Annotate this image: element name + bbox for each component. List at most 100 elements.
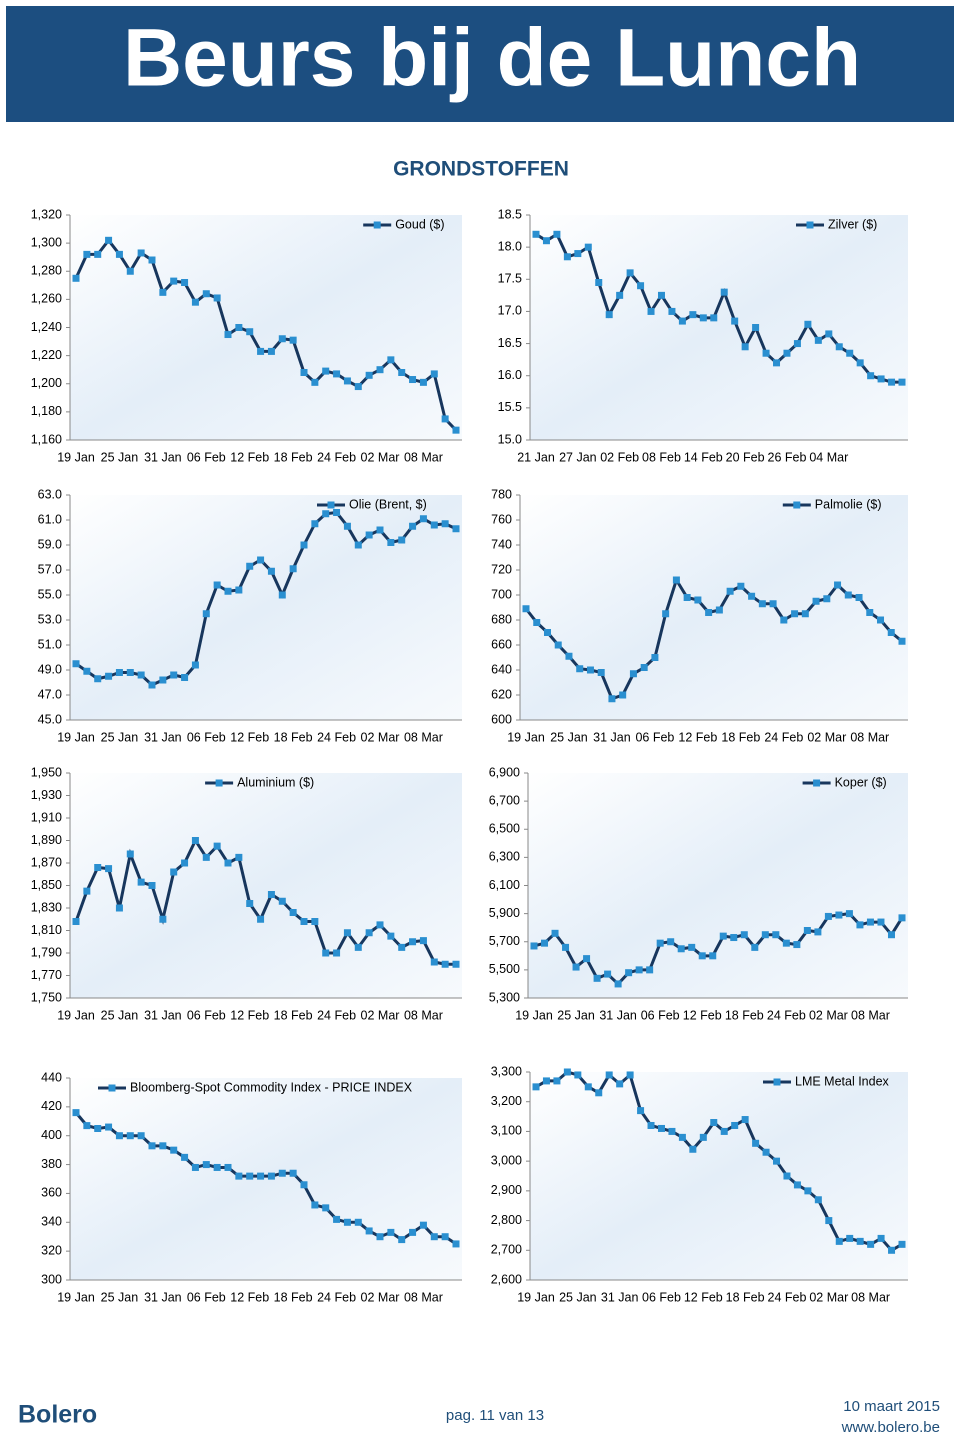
marker bbox=[656, 939, 664, 947]
marker bbox=[224, 331, 232, 339]
x-tick-label: 02 Feb bbox=[600, 450, 639, 464]
marker bbox=[667, 938, 675, 946]
marker bbox=[257, 915, 265, 923]
y-tick-label: 5,300 bbox=[489, 990, 520, 1004]
x-tick-label: 06 Feb bbox=[642, 1290, 681, 1304]
marker bbox=[213, 842, 221, 850]
x-tick-label: 08 Mar bbox=[404, 450, 443, 464]
y-tick-label: 700 bbox=[491, 587, 512, 601]
marker bbox=[94, 250, 102, 258]
x-tick-label: 24 Feb bbox=[317, 1290, 356, 1304]
marker bbox=[720, 1127, 728, 1135]
legend-label: LME Metal Index bbox=[795, 1074, 890, 1088]
y-tick-label: 600 bbox=[491, 712, 512, 726]
marker bbox=[148, 681, 156, 689]
marker bbox=[409, 1228, 417, 1236]
plot-background bbox=[520, 495, 908, 720]
marker bbox=[542, 237, 550, 245]
legend-label: Koper ($) bbox=[835, 775, 887, 789]
y-tick-label: 6,700 bbox=[489, 793, 520, 807]
marker bbox=[387, 356, 395, 364]
x-tick-label: 25 Jan bbox=[559, 1290, 597, 1304]
marker bbox=[387, 1228, 395, 1236]
y-tick-label: 3,300 bbox=[491, 1064, 522, 1078]
y-tick-label: 3,100 bbox=[491, 1124, 522, 1138]
marker bbox=[741, 343, 749, 351]
marker bbox=[856, 359, 864, 367]
marker bbox=[170, 868, 178, 876]
legend-label: Olie (Brent, $) bbox=[349, 497, 427, 511]
marker bbox=[170, 277, 178, 285]
marker bbox=[202, 290, 210, 298]
url[interactable]: www.bolero.be bbox=[841, 1419, 940, 1436]
y-tick-label: 440 bbox=[41, 1070, 62, 1084]
y-tick-label: 49.0 bbox=[38, 662, 62, 676]
marker bbox=[322, 949, 330, 957]
x-tick-label: 06 Feb bbox=[187, 1290, 226, 1304]
marker bbox=[300, 1181, 308, 1189]
marker bbox=[574, 1071, 582, 1079]
legend-label: Aluminium ($) bbox=[237, 775, 314, 789]
marker bbox=[554, 641, 562, 649]
x-tick-label: 02 Mar bbox=[361, 1290, 400, 1304]
section-title: GRONDSTOFFEN bbox=[393, 158, 569, 181]
y-tick-label: 340 bbox=[41, 1215, 62, 1229]
marker bbox=[814, 336, 822, 344]
marker bbox=[257, 1172, 265, 1180]
marker bbox=[354, 1218, 362, 1226]
x-tick-label: 31 Jan bbox=[144, 450, 182, 464]
marker bbox=[159, 676, 167, 684]
marker bbox=[430, 1233, 438, 1241]
marker bbox=[803, 927, 811, 934]
x-tick-label: 25 Jan bbox=[101, 1008, 139, 1022]
x-tick-label: 25 Jan bbox=[557, 1008, 595, 1022]
marker bbox=[522, 605, 530, 613]
legend-marker bbox=[806, 221, 814, 229]
marker bbox=[126, 1132, 134, 1140]
marker bbox=[333, 949, 341, 957]
marker bbox=[94, 864, 102, 871]
x-tick-label: 19 Jan bbox=[57, 1290, 95, 1304]
marker bbox=[452, 960, 460, 968]
marker bbox=[866, 918, 874, 926]
x-tick-label: 08 Feb bbox=[642, 450, 681, 464]
marker bbox=[376, 366, 384, 374]
marker bbox=[635, 966, 643, 974]
y-tick-label: 6,300 bbox=[489, 850, 520, 864]
marker bbox=[311, 1201, 319, 1209]
y-tick-label: 740 bbox=[491, 537, 512, 551]
x-tick-label: 02 Mar bbox=[361, 1008, 400, 1022]
marker bbox=[657, 291, 665, 299]
marker bbox=[677, 945, 685, 953]
y-tick-label: 5,500 bbox=[489, 962, 520, 976]
marker bbox=[278, 1169, 286, 1177]
y-tick-label: 380 bbox=[41, 1157, 62, 1171]
marker bbox=[769, 600, 777, 608]
y-tick-label: 620 bbox=[491, 687, 512, 701]
x-tick-label: 12 Feb bbox=[230, 1008, 269, 1022]
y-tick-label: 15.5 bbox=[498, 400, 522, 414]
marker bbox=[441, 1233, 449, 1241]
marker bbox=[126, 669, 134, 676]
marker bbox=[354, 383, 362, 391]
marker bbox=[398, 943, 406, 951]
marker bbox=[834, 581, 842, 589]
marker bbox=[699, 314, 707, 322]
marker bbox=[824, 912, 832, 920]
y-tick-label: 51.0 bbox=[38, 637, 62, 651]
marker bbox=[246, 1172, 254, 1180]
x-tick-label: 18 Feb bbox=[274, 450, 313, 464]
marker bbox=[804, 1187, 812, 1195]
marker bbox=[678, 317, 686, 325]
legend-marker bbox=[773, 1078, 781, 1086]
y-tick-label: 720 bbox=[491, 562, 512, 576]
x-tick-label: 31 Jan bbox=[144, 1290, 182, 1304]
marker bbox=[845, 910, 853, 918]
x-tick-label: 02 Mar bbox=[809, 1290, 848, 1304]
marker bbox=[365, 371, 373, 379]
x-tick-label: 18 Feb bbox=[274, 730, 313, 744]
marker bbox=[300, 918, 308, 925]
x-tick-label: 12 Feb bbox=[683, 1008, 722, 1022]
marker bbox=[181, 859, 189, 867]
marker bbox=[772, 931, 780, 939]
